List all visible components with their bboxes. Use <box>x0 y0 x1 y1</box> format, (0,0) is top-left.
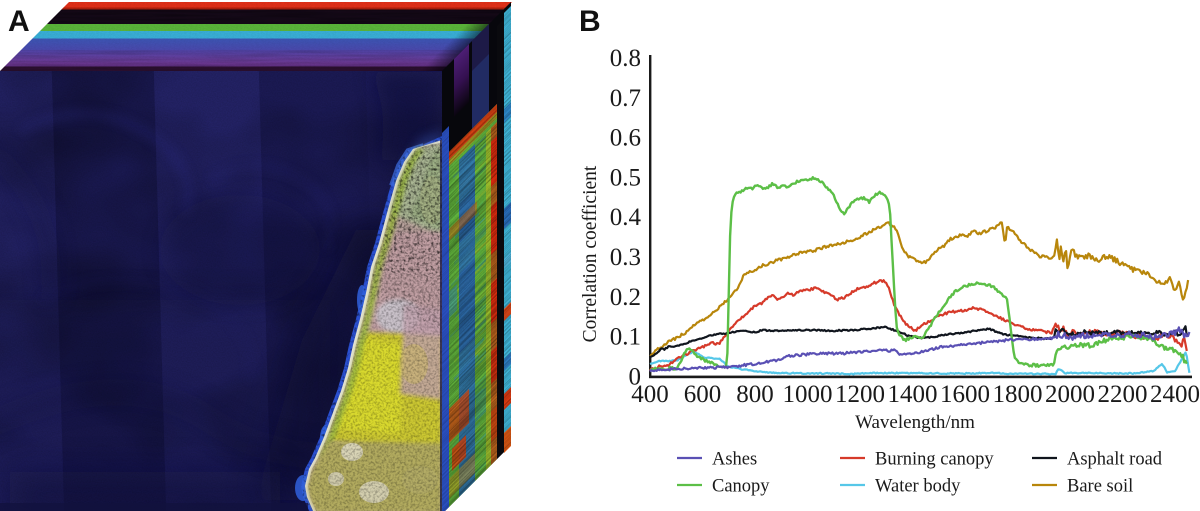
svg-text:1400: 1400 <box>888 381 938 408</box>
svg-text:Wavelength/nm: Wavelength/nm <box>855 412 975 433</box>
svg-text:2200: 2200 <box>1098 381 1148 408</box>
svg-text:400: 400 <box>631 381 669 408</box>
svg-text:0.1: 0.1 <box>610 324 641 351</box>
svg-text:B: B <box>579 5 601 38</box>
svg-text:800: 800 <box>736 381 774 408</box>
svg-text:0.7: 0.7 <box>610 85 641 112</box>
svg-text:1000: 1000 <box>783 381 833 408</box>
svg-text:1200: 1200 <box>835 381 885 408</box>
svg-text:Bare soil: Bare soil <box>1067 477 1133 497</box>
svg-text:Burning canopy: Burning canopy <box>875 450 994 470</box>
svg-text:2400: 2400 <box>1150 381 1200 408</box>
svg-text:600: 600 <box>684 381 722 408</box>
svg-text:0.5: 0.5 <box>610 164 641 191</box>
svg-text:Correlation coefficient: Correlation coefficient <box>580 165 601 342</box>
svg-text:A: A <box>8 5 30 38</box>
svg-text:2000: 2000 <box>1045 381 1095 408</box>
svg-text:0.6: 0.6 <box>610 125 641 152</box>
svg-text:0.8: 0.8 <box>610 45 641 72</box>
svg-text:0.2: 0.2 <box>610 284 641 311</box>
svg-text:0.3: 0.3 <box>610 244 641 271</box>
svg-text:1600: 1600 <box>940 381 990 408</box>
svg-text:1800: 1800 <box>993 381 1043 408</box>
svg-text:0.4: 0.4 <box>610 204 642 231</box>
svg-text:Ashes: Ashes <box>712 450 757 470</box>
svg-text:0: 0 <box>629 363 642 390</box>
svg-text:Water body: Water body <box>875 477 961 497</box>
svg-text:Asphalt road: Asphalt road <box>1067 450 1163 470</box>
svg-text:Canopy: Canopy <box>712 477 770 497</box>
